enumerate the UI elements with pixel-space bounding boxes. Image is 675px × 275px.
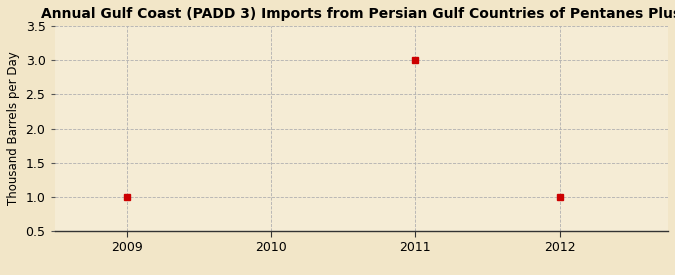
Title: Annual Gulf Coast (PADD 3) Imports from Persian Gulf Countries of Pentanes Plus: Annual Gulf Coast (PADD 3) Imports from …	[41, 7, 675, 21]
Y-axis label: Thousand Barrels per Day: Thousand Barrels per Day	[7, 52, 20, 205]
